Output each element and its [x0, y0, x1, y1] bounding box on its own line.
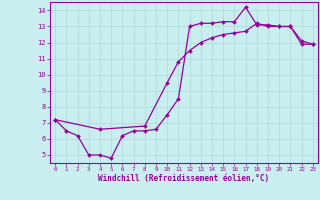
X-axis label: Windchill (Refroidissement éolien,°C): Windchill (Refroidissement éolien,°C): [99, 174, 269, 183]
